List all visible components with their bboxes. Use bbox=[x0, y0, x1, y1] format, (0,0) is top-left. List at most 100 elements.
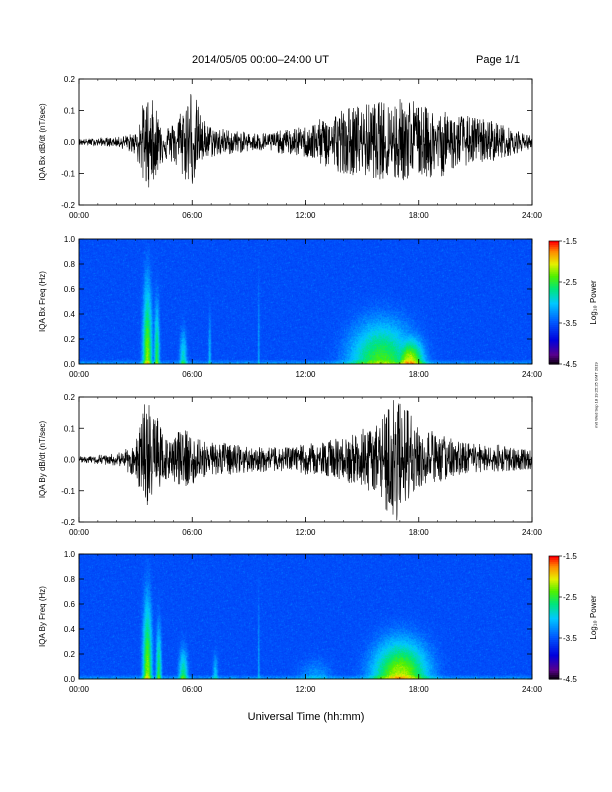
colorbar-segment bbox=[549, 304, 559, 308]
colorbar-segment bbox=[549, 267, 559, 271]
colorbar-segment bbox=[549, 284, 559, 287]
colorbar-segment bbox=[549, 255, 559, 258]
colorbar-segment bbox=[549, 241, 559, 244]
colorbar-segment bbox=[549, 635, 559, 639]
y-tick-label: 0.1 bbox=[64, 107, 76, 116]
colorbar-segment bbox=[549, 314, 559, 318]
colorbar-segment bbox=[549, 586, 559, 590]
colorbar-segment bbox=[549, 343, 559, 347]
x-tick-label: 24:00 bbox=[522, 528, 543, 537]
panel-2: 00:00 06:00 12:00 18:00 24:00 1.0 0.8 0.6 0.4 0.2… bbox=[38, 235, 598, 379]
colorbar-segment bbox=[549, 623, 559, 627]
y-tick-label: 0.0 bbox=[64, 456, 76, 465]
colorbar-segment bbox=[549, 345, 559, 349]
colorbar-segment bbox=[549, 605, 559, 608]
colorbar-segment bbox=[549, 269, 559, 273]
colorbar: -1.5 -2.5 -3.5 -4.5 Log₁₀ Power bbox=[548, 237, 598, 369]
colorbar-segment bbox=[549, 648, 559, 651]
x-tick-label: 18:00 bbox=[409, 685, 430, 694]
colorbar-segment bbox=[549, 329, 559, 332]
y-tick-label: 0.4 bbox=[64, 625, 76, 634]
colorbar-segment bbox=[549, 357, 559, 361]
colorbar-segment bbox=[549, 288, 559, 291]
colorbar-segment bbox=[549, 361, 559, 365]
colorbar-frame bbox=[548, 240, 560, 365]
figure-title: 2014/05/05 00:00–24:00 UT bbox=[192, 54, 330, 66]
colorbar-label: Log₁₀ Power bbox=[589, 280, 598, 325]
colorbar-segment bbox=[549, 572, 559, 576]
side-note: mrt Wed Sep 18 19:25:25 GMT 2019 bbox=[593, 362, 599, 428]
colorbar-segment bbox=[549, 347, 559, 351]
colorbar-segment bbox=[549, 644, 559, 647]
y-tick-label: 0.0 bbox=[64, 138, 76, 147]
colorbar-segment bbox=[549, 247, 559, 250]
colorbar-segment bbox=[549, 310, 559, 314]
colorbar-segment bbox=[549, 337, 559, 340]
colorbar-segment bbox=[549, 271, 559, 275]
colorbar-segment bbox=[549, 298, 559, 302]
colorbar-segment bbox=[549, 245, 559, 248]
colorbar-segment bbox=[549, 676, 559, 680]
x-tick-label: 18:00 bbox=[409, 528, 430, 537]
colorbar-segment bbox=[549, 556, 559, 559]
colorbar-frame bbox=[548, 555, 560, 680]
colorbar-segment bbox=[549, 300, 559, 304]
colorbar-segment bbox=[549, 576, 559, 580]
y-tick-label: -0.2 bbox=[61, 518, 75, 527]
colorbar-segment bbox=[549, 359, 559, 363]
x-tick-label: 00:00 bbox=[69, 370, 90, 379]
colorbar-segment bbox=[549, 308, 559, 312]
colorbar-segment bbox=[549, 263, 559, 267]
colorbar-segment bbox=[549, 652, 559, 655]
colorbar-segment bbox=[549, 335, 559, 338]
colorbar-segment bbox=[549, 580, 559, 584]
colorbar-tick-label: -2.5 bbox=[563, 278, 577, 287]
y-tick-label: 0.0 bbox=[64, 360, 76, 369]
colorbar-segment bbox=[549, 668, 559, 672]
colorbar-segment bbox=[549, 584, 559, 588]
y-tick-label: 0.6 bbox=[64, 600, 76, 609]
colorbar-segment bbox=[549, 660, 559, 664]
x-tick-label: 06:00 bbox=[182, 370, 203, 379]
colorbar-segment bbox=[549, 339, 559, 343]
colorbar-segment bbox=[549, 631, 559, 635]
colorbar-segment bbox=[549, 568, 559, 571]
colorbar-tick-label: -1.5 bbox=[563, 552, 577, 561]
panel-3: 00:00 06:00 12:00 18:00 24:00 0.2 0.1 0.0 -0.1 -0… bbox=[38, 393, 543, 537]
colorbar-segment bbox=[549, 666, 559, 670]
x-tick-label: 00:00 bbox=[69, 211, 90, 220]
colorbar-segment bbox=[549, 650, 559, 653]
colorbar-segment bbox=[549, 611, 559, 614]
x-tick-label: 18:00 bbox=[409, 211, 430, 220]
y-tick-label: 0.2 bbox=[64, 393, 76, 402]
colorbar-segment bbox=[549, 249, 559, 252]
colorbar-tick-label: -3.5 bbox=[563, 319, 577, 328]
colorbar-segment bbox=[549, 658, 559, 662]
colorbar-segment bbox=[549, 296, 559, 299]
colorbar-segment bbox=[549, 325, 559, 328]
colorbar-segment bbox=[549, 331, 559, 334]
colorbar-segment bbox=[549, 625, 559, 629]
y-tick-label: 0.1 bbox=[64, 424, 76, 433]
colorbar-segment bbox=[549, 275, 559, 279]
colorbar-segment bbox=[549, 594, 559, 598]
colorbar-segment bbox=[549, 353, 559, 357]
colorbar-segment bbox=[549, 599, 559, 602]
colorbar-segment bbox=[549, 590, 559, 594]
colorbar-segment bbox=[549, 617, 559, 621]
x-tick-label: 12:00 bbox=[295, 685, 316, 694]
x-tick-label: 12:00 bbox=[295, 211, 316, 220]
x-tick-label: 12:00 bbox=[295, 528, 316, 537]
colorbar-segment bbox=[549, 351, 559, 355]
colorbar-segment bbox=[549, 609, 559, 612]
colorbar-segment bbox=[549, 292, 559, 295]
colorbar-segment bbox=[549, 615, 559, 619]
colorbar-segment bbox=[549, 279, 559, 283]
colorbar-segment bbox=[549, 603, 559, 606]
y-tick-label: 0.2 bbox=[64, 650, 76, 659]
colorbar-segment bbox=[549, 306, 559, 310]
colorbar-segment bbox=[549, 607, 559, 610]
colorbar-segment bbox=[549, 656, 559, 660]
colorbar-tick-label: -1.5 bbox=[563, 237, 577, 246]
colorbar-segment bbox=[549, 654, 559, 658]
